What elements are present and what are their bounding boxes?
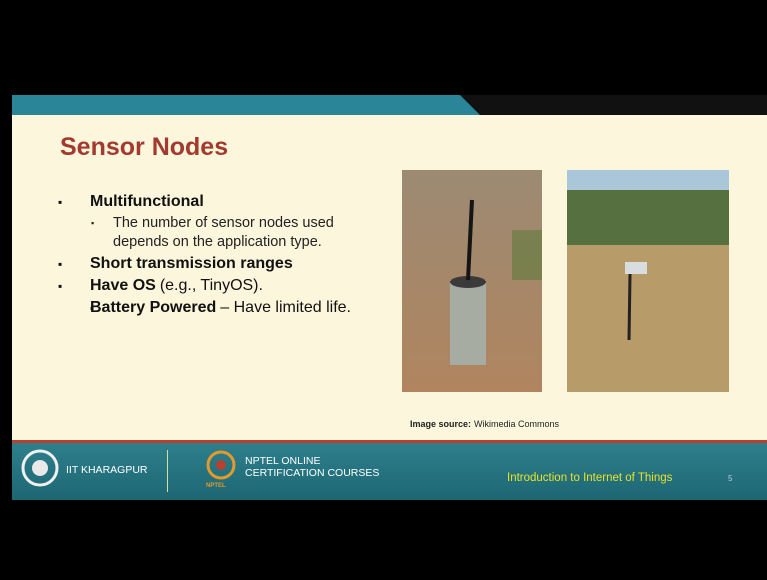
nptel-logo-text: NPTEL: [206, 483, 226, 489]
iit-logo: [20, 448, 60, 490]
program-line: CERTIFICATION COURSES: [245, 467, 379, 479]
bullet: Battery Powered– Have limited life.: [58, 298, 388, 318]
bullet-list: Multifunctional The number of sensor nod…: [58, 192, 388, 320]
footer-divider: [167, 450, 168, 492]
bullet-bold: Short transmission ranges: [90, 255, 293, 272]
image-credit: Image source:Wikimedia Commons: [410, 419, 559, 429]
page: Sensor Nodes Multifunctional The number …: [0, 0, 767, 580]
bullet-bold: Have OS: [90, 277, 156, 294]
bullet-text: (e.g., TinyOS).: [160, 277, 263, 294]
header-band-dark: [440, 95, 767, 115]
bullet: Multifunctional: [58, 192, 388, 212]
photo-field-sensor: [567, 170, 729, 392]
course-name: Introduction to Internet of Things: [507, 472, 672, 484]
bullet: Have OS(e.g., TinyOS).: [58, 276, 388, 296]
nptel-logo: [203, 449, 239, 481]
institute-name: IIT KHARAGPUR: [66, 464, 148, 476]
program-line: NPTEL ONLINE: [245, 455, 320, 467]
bullet-text: – Have limited life.: [220, 299, 351, 316]
photo-sensor-node: [402, 170, 542, 392]
bullet-bold: Battery Powered: [90, 299, 216, 316]
credit-text: Wikimedia Commons: [474, 419, 559, 429]
credit-label: Image source:: [410, 419, 471, 429]
slide-title: Sensor Nodes: [60, 133, 228, 162]
bullet-bold: Multifunctional: [90, 193, 204, 210]
page-number: 5: [728, 474, 732, 483]
bullet: Short transmission ranges: [58, 254, 388, 274]
sub-bullet: The number of sensor nodes used depends …: [83, 214, 388, 252]
